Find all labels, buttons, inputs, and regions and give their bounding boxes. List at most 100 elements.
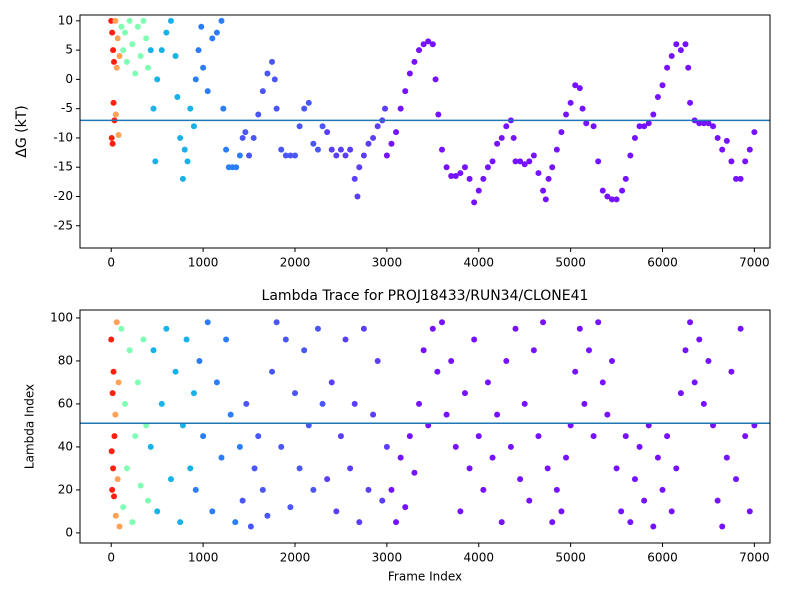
point bbox=[434, 368, 441, 375]
point bbox=[737, 175, 744, 182]
point bbox=[140, 336, 147, 343]
point bbox=[475, 433, 482, 440]
point bbox=[435, 111, 442, 118]
point bbox=[158, 400, 165, 407]
point bbox=[351, 175, 358, 182]
y-tick-label: 80 bbox=[58, 353, 73, 367]
point bbox=[452, 172, 459, 179]
point bbox=[278, 146, 285, 153]
point bbox=[147, 443, 154, 450]
point bbox=[438, 146, 445, 153]
point bbox=[746, 146, 753, 153]
point bbox=[333, 508, 340, 515]
point bbox=[544, 465, 551, 472]
point bbox=[379, 497, 386, 504]
x-tick-label: 1000 bbox=[188, 256, 219, 270]
point bbox=[416, 400, 423, 407]
point bbox=[608, 357, 615, 364]
point bbox=[471, 336, 478, 343]
point bbox=[112, 111, 119, 118]
point bbox=[595, 319, 602, 326]
point bbox=[233, 164, 240, 171]
point bbox=[218, 17, 225, 24]
point bbox=[172, 368, 179, 375]
point bbox=[374, 357, 381, 364]
point bbox=[134, 379, 141, 386]
point bbox=[498, 134, 505, 141]
point bbox=[673, 465, 680, 472]
y-tick-label: -20 bbox=[53, 189, 73, 203]
point bbox=[239, 497, 246, 504]
point bbox=[540, 319, 547, 326]
point bbox=[576, 325, 583, 332]
axes-frame bbox=[79, 309, 771, 544]
point bbox=[187, 465, 194, 472]
point bbox=[510, 134, 517, 141]
point bbox=[239, 134, 246, 141]
point bbox=[342, 152, 349, 159]
point bbox=[733, 175, 740, 182]
point bbox=[631, 476, 638, 483]
y-axis-label: Lambda Index bbox=[23, 384, 37, 469]
point bbox=[517, 476, 524, 483]
point bbox=[696, 336, 703, 343]
point bbox=[192, 76, 199, 83]
point bbox=[112, 17, 119, 24]
point bbox=[351, 400, 358, 407]
point bbox=[700, 400, 707, 407]
x-tick-label: 1000 bbox=[188, 551, 219, 565]
x-tick-label: 7000 bbox=[739, 256, 770, 270]
y-tick-label: 100 bbox=[50, 310, 73, 324]
point bbox=[116, 52, 123, 59]
point bbox=[443, 411, 450, 418]
point bbox=[109, 29, 116, 36]
point bbox=[110, 58, 117, 65]
point bbox=[204, 319, 211, 326]
point bbox=[150, 105, 157, 112]
point bbox=[129, 41, 136, 48]
point bbox=[521, 161, 528, 168]
point bbox=[452, 443, 459, 450]
point bbox=[287, 152, 294, 159]
point bbox=[484, 379, 491, 386]
point bbox=[619, 187, 626, 194]
point bbox=[255, 433, 262, 440]
point bbox=[264, 70, 271, 77]
point bbox=[167, 17, 174, 24]
y-axis-label: ΔG (kT) bbox=[14, 105, 30, 157]
point bbox=[599, 379, 606, 386]
point bbox=[613, 196, 620, 203]
point bbox=[677, 390, 684, 397]
point bbox=[243, 400, 250, 407]
point bbox=[572, 368, 579, 375]
point bbox=[114, 476, 121, 483]
point bbox=[461, 390, 468, 397]
point bbox=[526, 158, 533, 165]
point bbox=[558, 508, 565, 515]
point bbox=[723, 454, 730, 461]
point bbox=[187, 105, 194, 112]
point bbox=[259, 486, 266, 493]
point bbox=[604, 411, 611, 418]
x-tick-label: 4000 bbox=[463, 551, 494, 565]
point bbox=[109, 390, 116, 397]
point bbox=[457, 508, 464, 515]
point bbox=[542, 196, 549, 203]
point bbox=[177, 134, 184, 141]
point bbox=[710, 123, 717, 130]
point bbox=[190, 390, 197, 397]
point bbox=[432, 76, 439, 83]
point bbox=[498, 519, 505, 526]
point bbox=[746, 508, 753, 515]
point bbox=[342, 336, 349, 343]
point bbox=[112, 411, 119, 418]
point bbox=[636, 123, 643, 130]
point bbox=[475, 187, 482, 194]
point bbox=[109, 486, 116, 493]
point bbox=[728, 158, 735, 165]
y-tick-label: -15 bbox=[53, 160, 73, 174]
point bbox=[287, 504, 294, 511]
y-tick-label: -25 bbox=[53, 218, 73, 232]
point bbox=[365, 140, 372, 147]
point bbox=[503, 123, 510, 130]
